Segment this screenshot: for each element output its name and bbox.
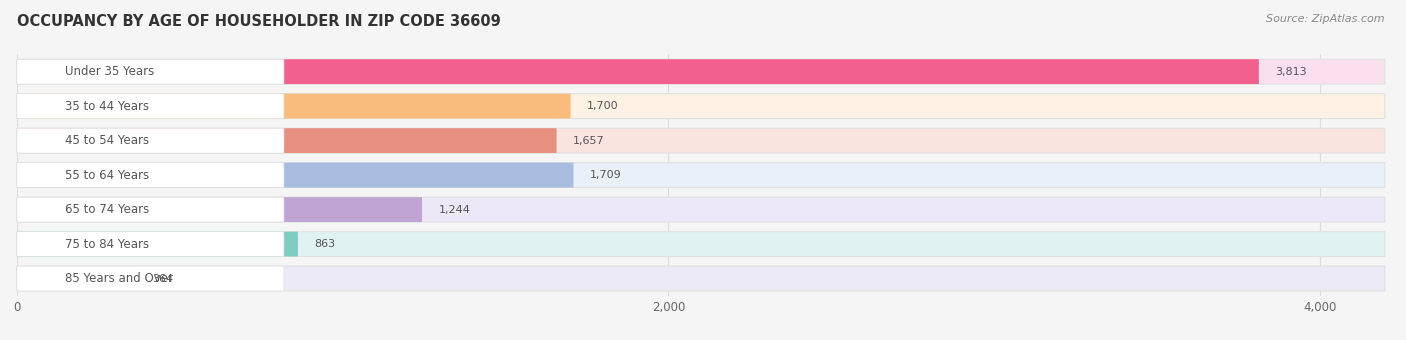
FancyBboxPatch shape [17, 128, 284, 153]
Text: 364: 364 [152, 274, 173, 284]
Text: 65 to 74 Years: 65 to 74 Years [65, 203, 149, 216]
FancyBboxPatch shape [17, 266, 135, 291]
FancyBboxPatch shape [17, 232, 284, 256]
FancyBboxPatch shape [17, 266, 1385, 291]
Text: OCCUPANCY BY AGE OF HOUSEHOLDER IN ZIP CODE 36609: OCCUPANCY BY AGE OF HOUSEHOLDER IN ZIP C… [17, 14, 501, 29]
Text: 863: 863 [315, 239, 336, 249]
FancyBboxPatch shape [17, 59, 1258, 84]
Text: Under 35 Years: Under 35 Years [65, 65, 155, 78]
Text: 55 to 64 Years: 55 to 64 Years [65, 169, 149, 182]
Text: 35 to 44 Years: 35 to 44 Years [65, 100, 149, 113]
FancyBboxPatch shape [17, 197, 422, 222]
Text: 1,657: 1,657 [572, 136, 605, 146]
FancyBboxPatch shape [17, 94, 284, 119]
FancyBboxPatch shape [17, 128, 557, 153]
Text: 1,244: 1,244 [439, 205, 470, 215]
Text: 3,813: 3,813 [1275, 67, 1306, 76]
Text: 85 Years and Over: 85 Years and Over [65, 272, 173, 285]
FancyBboxPatch shape [17, 232, 298, 256]
FancyBboxPatch shape [17, 59, 284, 84]
FancyBboxPatch shape [17, 197, 284, 222]
FancyBboxPatch shape [17, 94, 1385, 119]
Text: Source: ZipAtlas.com: Source: ZipAtlas.com [1267, 14, 1385, 23]
Text: 45 to 54 Years: 45 to 54 Years [65, 134, 149, 147]
FancyBboxPatch shape [17, 197, 1385, 222]
FancyBboxPatch shape [17, 266, 284, 291]
FancyBboxPatch shape [17, 163, 284, 188]
FancyBboxPatch shape [17, 59, 1385, 84]
FancyBboxPatch shape [17, 94, 571, 119]
FancyBboxPatch shape [17, 163, 1385, 188]
FancyBboxPatch shape [17, 128, 1385, 153]
FancyBboxPatch shape [17, 232, 1385, 256]
FancyBboxPatch shape [17, 163, 574, 188]
Text: 1,700: 1,700 [586, 101, 619, 111]
Text: 75 to 84 Years: 75 to 84 Years [65, 238, 149, 251]
Text: 1,709: 1,709 [591, 170, 621, 180]
